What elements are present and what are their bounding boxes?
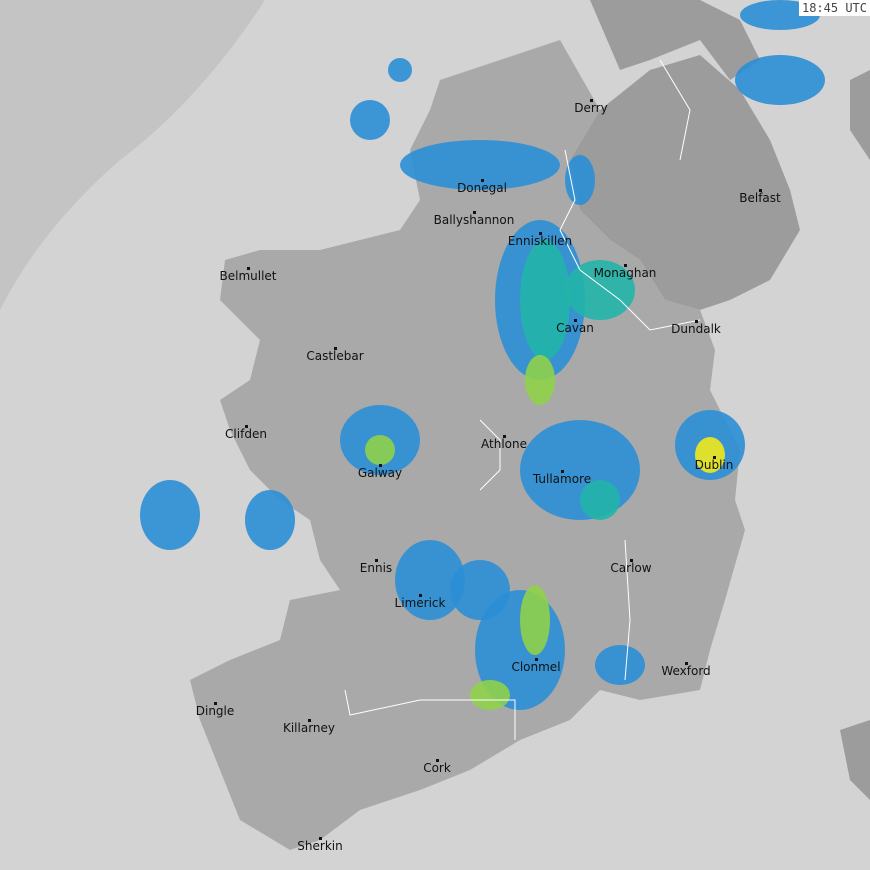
city-marker xyxy=(436,759,439,762)
city-marker xyxy=(685,662,688,665)
city-marker xyxy=(695,320,698,323)
city-marker xyxy=(713,456,716,459)
rain-cell xyxy=(470,680,510,710)
city-label: Donegal xyxy=(457,181,507,195)
city-marker xyxy=(759,189,762,192)
city-label: Killarney xyxy=(282,721,336,735)
precipitation-layer xyxy=(140,0,825,710)
city-marker xyxy=(535,658,538,661)
city-label: Castlebar xyxy=(306,349,364,363)
city-label: Athlone xyxy=(481,437,527,451)
radar-coverage-edge xyxy=(0,0,265,310)
city-marker xyxy=(503,435,506,438)
rain-cell xyxy=(395,540,465,620)
city-label: Enniskillen xyxy=(507,234,573,248)
city-label: Dingle xyxy=(195,704,235,718)
rain-cell xyxy=(350,100,390,140)
city-label: Cork xyxy=(423,761,451,775)
timestamp: 18:45 UTC xyxy=(798,0,870,16)
city-label: Derry xyxy=(574,101,608,115)
rain-cell xyxy=(525,355,555,405)
rain-cell xyxy=(695,437,725,473)
city-label: Ennis xyxy=(359,561,393,575)
rain-cell xyxy=(520,420,640,520)
rain-cell xyxy=(365,435,395,465)
city-label: Ballyshannon xyxy=(433,213,515,227)
city-label: Belfast xyxy=(739,191,781,205)
northern-ireland-landmass xyxy=(570,55,800,310)
city-marker xyxy=(245,425,248,428)
rain-cell xyxy=(520,240,570,360)
city-label: Clonmel xyxy=(511,660,561,674)
city-label: Monaghan xyxy=(593,266,657,280)
rain-cell xyxy=(140,480,200,550)
city-label: Dublin xyxy=(694,458,734,472)
rain-cell xyxy=(520,585,550,655)
city-label: Sherkin xyxy=(297,839,343,853)
city-marker xyxy=(539,232,542,235)
city-marker xyxy=(481,179,484,182)
city-marker xyxy=(473,211,476,214)
city-marker xyxy=(308,719,311,722)
rain-cell xyxy=(595,645,645,685)
city-marker xyxy=(379,464,382,467)
rain-cell xyxy=(450,560,510,620)
city-label: Carlow xyxy=(610,561,652,575)
city-marker xyxy=(561,470,564,473)
city-label: Cavan xyxy=(556,321,594,335)
city-marker xyxy=(334,347,337,350)
city-marker xyxy=(574,319,577,322)
city-marker xyxy=(630,559,633,562)
city-label: Wexford xyxy=(661,664,711,678)
rain-cell xyxy=(565,155,595,205)
city-label: Dundalk xyxy=(671,322,721,336)
city-label: Tullamore xyxy=(532,472,592,486)
rain-cell xyxy=(245,490,295,550)
city-marker xyxy=(214,702,217,705)
city-marker xyxy=(624,264,627,267)
city-label: Limerick xyxy=(394,596,446,610)
city-marker xyxy=(419,594,422,597)
city-label: Clifden xyxy=(225,427,267,441)
county-borders xyxy=(344,59,701,740)
city-label: Belmullet xyxy=(219,269,277,283)
city-label: Galway xyxy=(357,466,403,480)
rain-cell xyxy=(565,260,635,320)
rain-cell xyxy=(400,140,560,190)
ireland-landmass xyxy=(190,40,745,850)
city-marker xyxy=(590,99,593,102)
rain-cell xyxy=(388,58,412,82)
city-marker xyxy=(319,837,322,840)
city-marker xyxy=(247,267,250,270)
city-marker xyxy=(375,559,378,562)
rain-cell xyxy=(580,480,620,520)
rain-cell xyxy=(735,55,825,105)
